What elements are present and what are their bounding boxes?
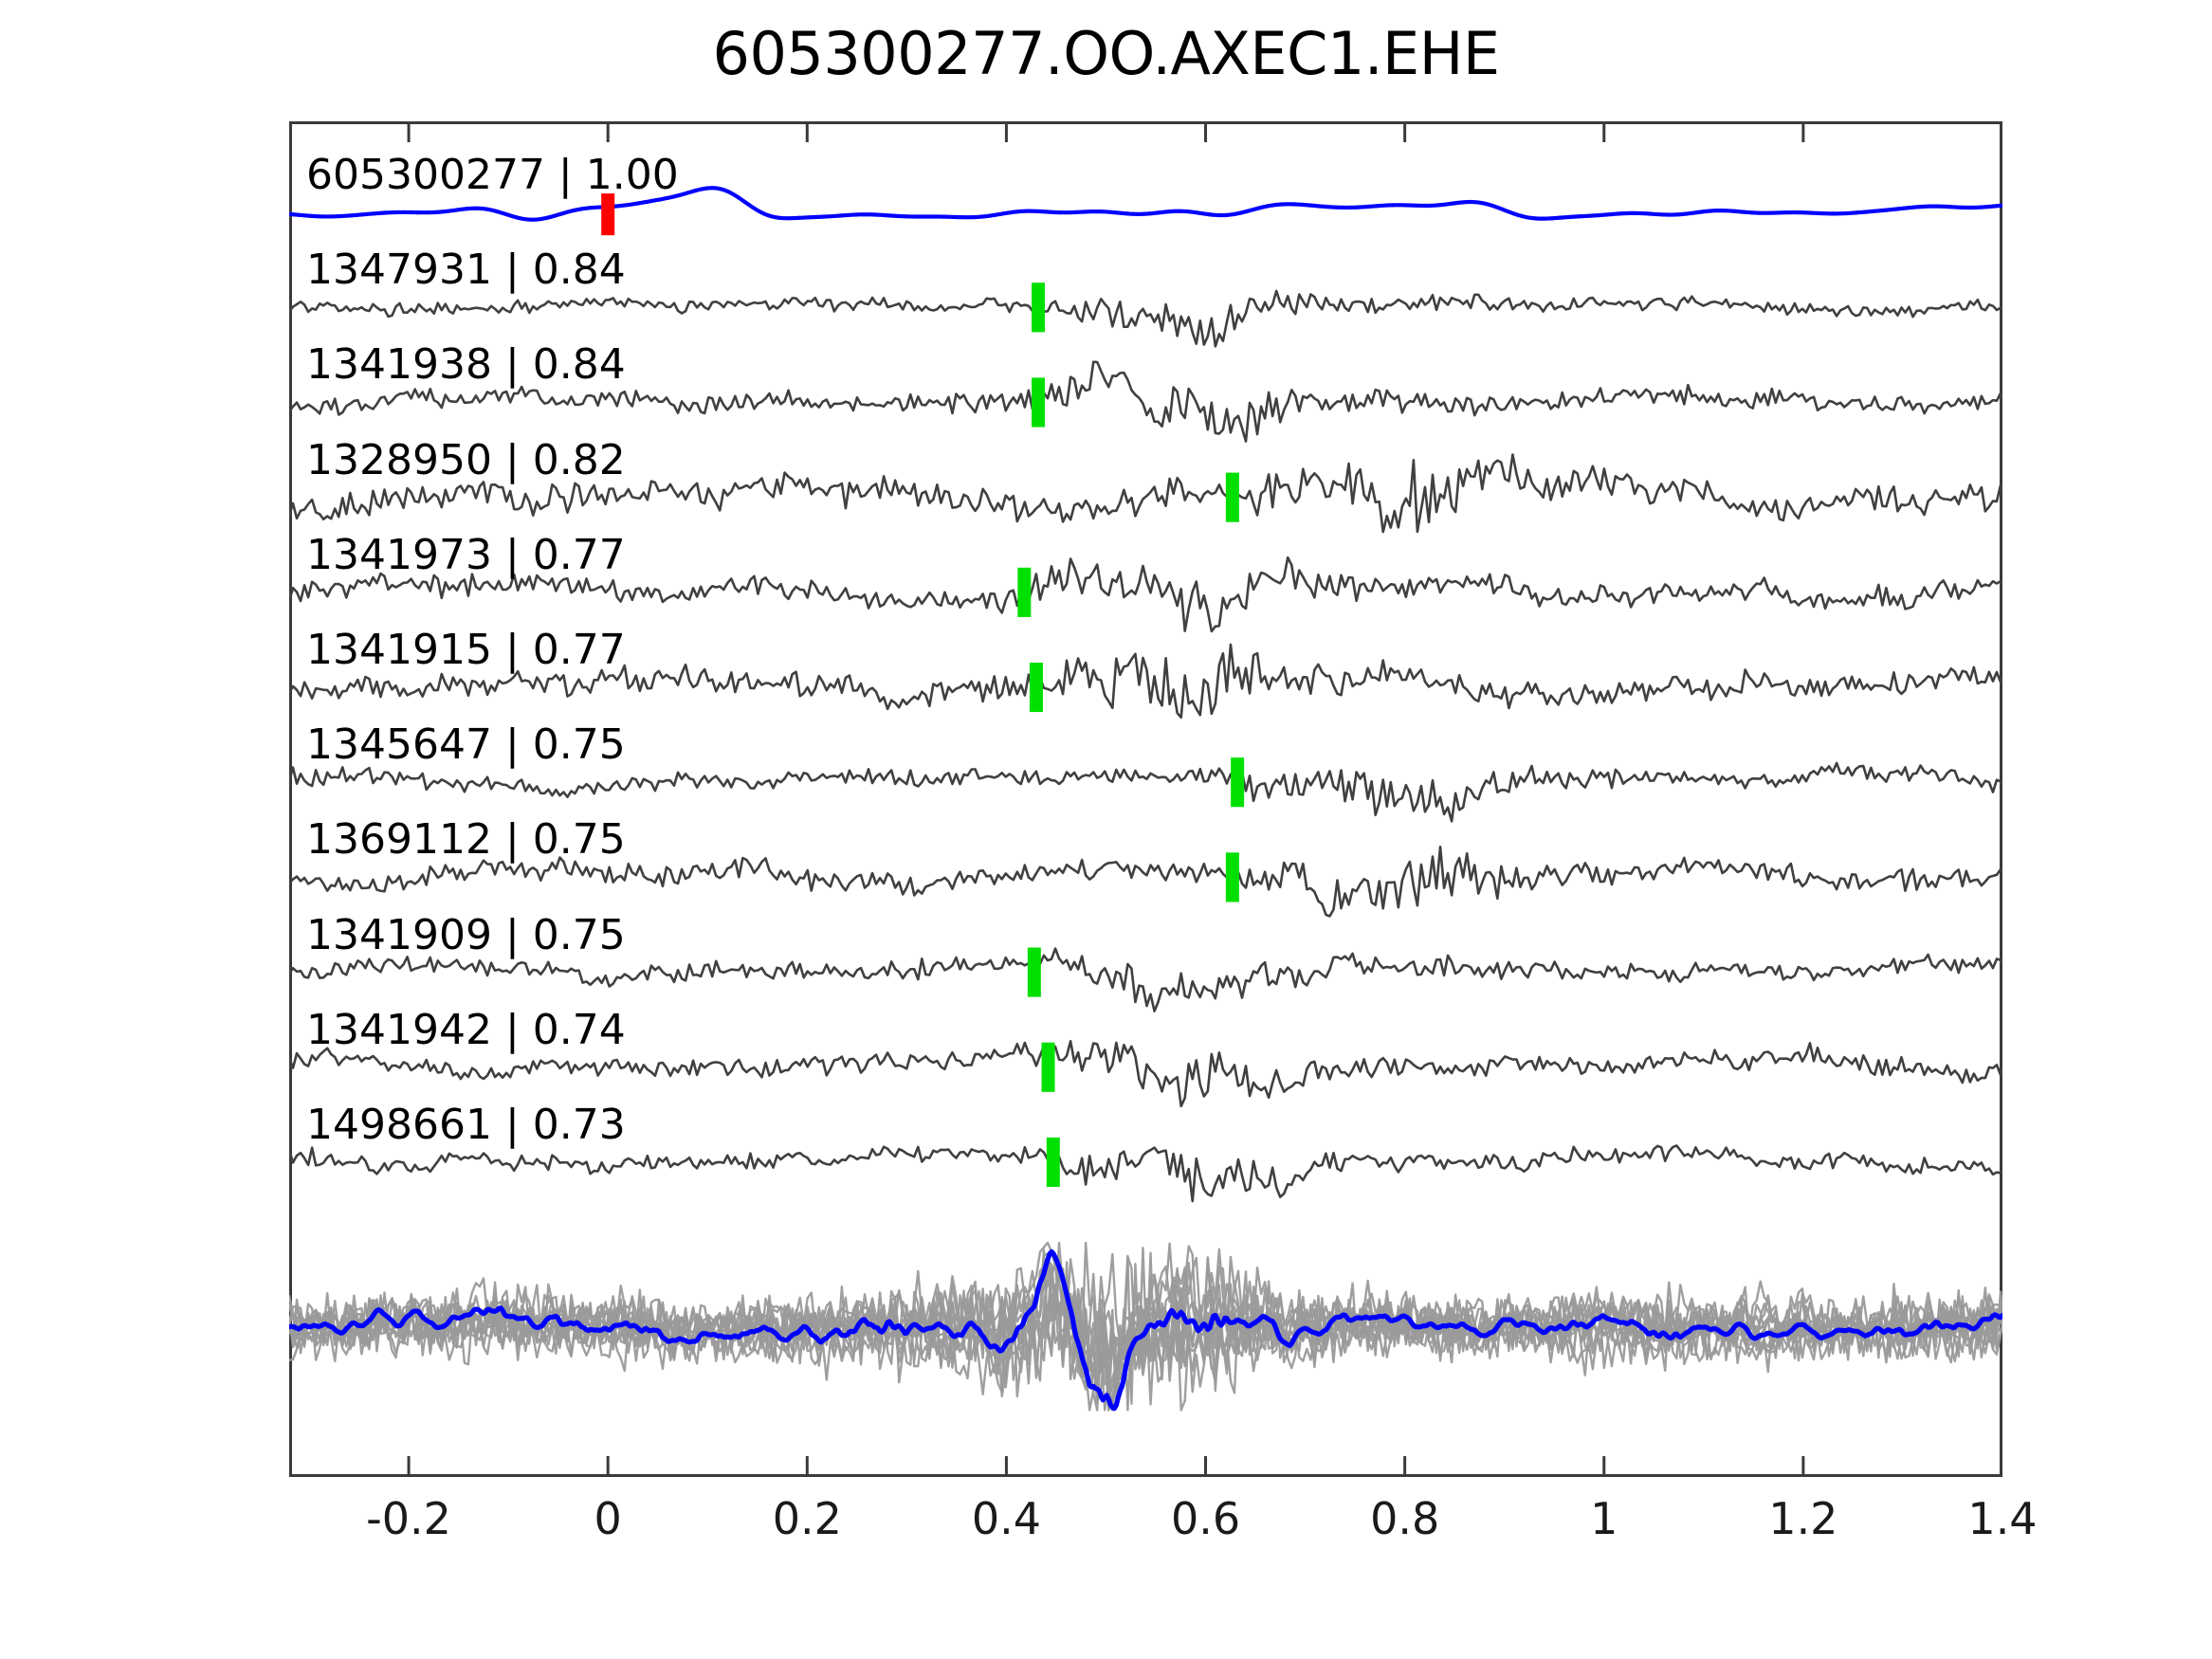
detection-pick-marker [1231, 757, 1245, 808]
trace-line [289, 761, 2002, 823]
trace-line [289, 1144, 2002, 1203]
trace-label-1341909: 1341909 | 0.75 [306, 910, 626, 959]
trace-line [289, 453, 2002, 534]
trace-line [289, 947, 2002, 1012]
detection-pick-marker [1032, 283, 1046, 333]
trace-label-1369112: 1369112 | 0.75 [306, 815, 626, 865]
detection-pick-marker [1027, 947, 1041, 997]
detection-pick-marker [1046, 1137, 1060, 1187]
plot-axes: 605300277 | 1.00 1347931 | 0.84 1341938 | … [289, 121, 2002, 1477]
trace-line [289, 289, 2002, 348]
trace-line [289, 556, 2002, 633]
trace-label-1328950: 1328950 | 0.82 [306, 435, 626, 484]
trace-label-1498661: 1498661 | 0.73 [306, 1100, 626, 1149]
x-tick-label: 0.4 [971, 1493, 1041, 1544]
detection-pick-marker [1225, 472, 1239, 522]
trace-label-605300277: 605300277 | 1.00 [306, 151, 679, 200]
detection-pick-marker [1029, 662, 1043, 713]
trace-line [289, 360, 2002, 443]
trace-label-1341973: 1341973 | 0.77 [306, 530, 626, 579]
x-tick-label: 0.8 [1370, 1493, 1440, 1544]
x-tick-label: -0.2 [366, 1493, 451, 1544]
trace-line [289, 1249, 2002, 1412]
trace-line [289, 643, 2002, 720]
trace-line [289, 1039, 2002, 1108]
axes-frame [289, 121, 2002, 1477]
x-tick-label: 0 [594, 1493, 622, 1544]
detection-pick-marker [1032, 377, 1046, 428]
detection-pick-marker [1225, 852, 1239, 902]
trace-label-1341938: 1341938 | 0.84 [306, 340, 626, 390]
x-axis-ticks: -0.2 0 0.2 0.4 0.6 0.8 1 1.2 1.4 [289, 1493, 2037, 1559]
template-pick-marker [601, 193, 615, 236]
x-tick-label: 1.4 [1967, 1493, 2038, 1544]
page-title: 605300277.OO.AXEC1.EHE [712, 19, 1501, 88]
trace-line [289, 186, 2002, 222]
trace-label-1345647: 1345647 | 0.75 [306, 720, 626, 770]
x-tick-label: 1.2 [1768, 1493, 1838, 1544]
trace-line [289, 1241, 2002, 1412]
trace-label-1347931: 1347931 | 0.84 [306, 246, 626, 295]
trace-label-1341942: 1341942 | 0.74 [306, 1005, 626, 1054]
x-tick-label: 0.6 [1170, 1493, 1241, 1544]
x-tick-label: 0.2 [772, 1493, 842, 1544]
detection-pick-marker [1017, 567, 1032, 617]
x-tick-label: 1 [1590, 1493, 1618, 1544]
trace-label-1341915: 1341915 | 0.77 [306, 625, 626, 674]
detection-pick-marker [1041, 1042, 1055, 1092]
waveform-traces [289, 124, 2002, 1474]
trace-line [289, 845, 2002, 918]
